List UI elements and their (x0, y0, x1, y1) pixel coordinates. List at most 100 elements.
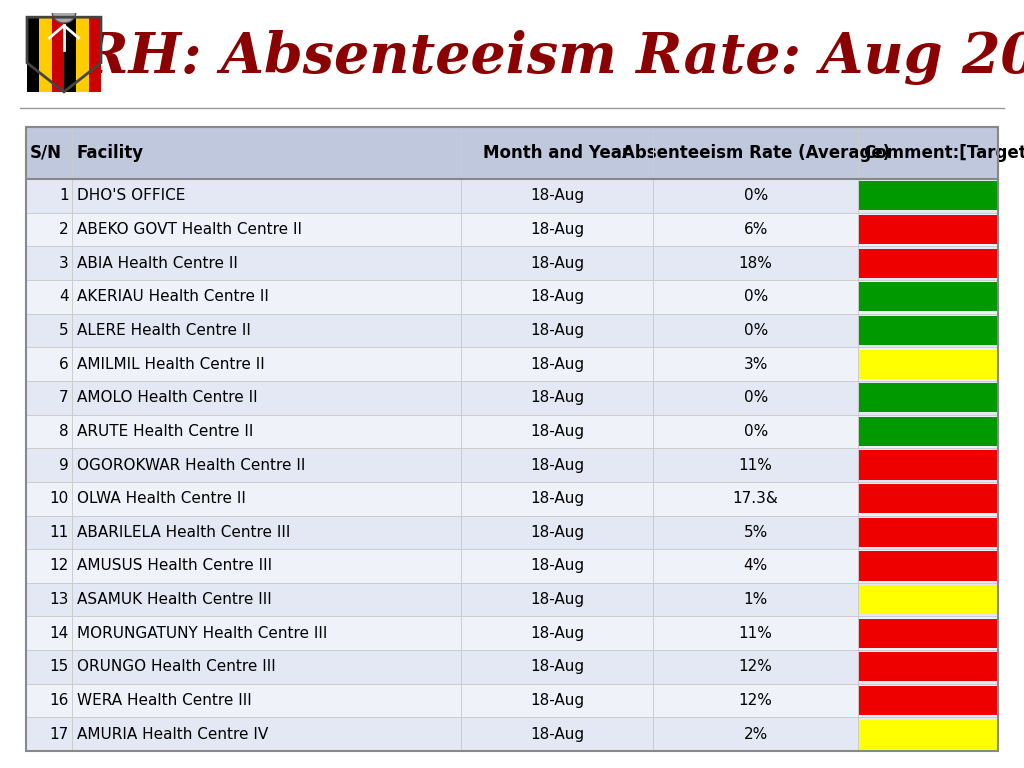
Bar (858, 653, 998, 681)
Bar (858, 249, 998, 277)
Text: 16: 16 (49, 693, 69, 708)
Text: 2: 2 (59, 222, 69, 237)
Text: OLWA Health Centre II: OLWA Health Centre II (77, 492, 246, 506)
Bar (26, 127, 998, 751)
Text: Facility: Facility (77, 144, 144, 162)
Bar (63, 17, 77, 92)
Text: 18-Aug: 18-Aug (530, 558, 584, 574)
Text: Month and Year: Month and Year (483, 144, 631, 162)
Bar (26, 179, 998, 213)
Text: 0%: 0% (743, 323, 768, 338)
Text: 18-Aug: 18-Aug (530, 458, 584, 472)
Bar (858, 316, 998, 345)
Bar (26, 213, 998, 247)
Bar (858, 720, 998, 749)
Text: AMUSUS Health Centre III: AMUSUS Health Centre III (77, 558, 272, 574)
Text: MORUNGATUNY Health Centre III: MORUNGATUNY Health Centre III (77, 626, 328, 641)
Text: DHO'S OFFICE: DHO'S OFFICE (77, 188, 185, 204)
Text: 1%: 1% (743, 592, 768, 607)
Bar (858, 619, 998, 648)
Bar (26, 381, 998, 415)
Text: 14: 14 (49, 626, 69, 641)
Bar (858, 417, 998, 446)
Text: 18-Aug: 18-Aug (530, 222, 584, 237)
Text: 18-Aug: 18-Aug (530, 424, 584, 439)
Text: 18-Aug: 18-Aug (530, 323, 584, 338)
Text: ALERE Health Centre II: ALERE Health Centre II (77, 323, 251, 338)
Text: ORUNGO Health Centre III: ORUNGO Health Centre III (77, 660, 275, 674)
Bar (26, 280, 998, 313)
Bar (26, 684, 998, 717)
Text: ASAMUK Health Centre III: ASAMUK Health Centre III (77, 592, 271, 607)
Bar (26, 549, 998, 583)
Text: 6%: 6% (743, 222, 768, 237)
Bar (26, 449, 998, 482)
Text: 18-Aug: 18-Aug (530, 727, 584, 742)
Bar (26, 313, 998, 347)
Text: 18-Aug: 18-Aug (530, 592, 584, 607)
Bar (26, 247, 998, 280)
Text: ABEKO GOVT Health Centre II: ABEKO GOVT Health Centre II (77, 222, 302, 237)
Text: Comment:[Target-0%]: Comment:[Target-0%] (863, 144, 1024, 162)
Bar (77, 17, 89, 92)
Text: 6: 6 (58, 356, 69, 372)
Text: 18-Aug: 18-Aug (530, 693, 584, 708)
Text: 0%: 0% (743, 188, 768, 204)
Text: 2%: 2% (743, 727, 768, 742)
Text: 5%: 5% (743, 525, 768, 540)
Text: 18-Aug: 18-Aug (530, 356, 584, 372)
Text: 18-Aug: 18-Aug (530, 290, 584, 304)
Text: 10: 10 (49, 492, 69, 506)
Text: 7: 7 (59, 390, 69, 406)
Text: 18-Aug: 18-Aug (530, 525, 584, 540)
Bar (858, 518, 998, 547)
Bar (26, 583, 998, 617)
Bar (39, 17, 51, 92)
Text: 12%: 12% (738, 693, 773, 708)
Text: AMILMIL Health Centre II: AMILMIL Health Centre II (77, 356, 264, 372)
Text: 13: 13 (49, 592, 69, 607)
Bar (858, 349, 998, 379)
Text: 11%: 11% (738, 626, 773, 641)
Text: 4%: 4% (743, 558, 768, 574)
Text: 5: 5 (59, 323, 69, 338)
Bar (26, 347, 998, 381)
Bar (858, 551, 998, 581)
Bar (26, 127, 998, 179)
Text: AMURIA Health Centre IV: AMURIA Health Centre IV (77, 727, 268, 742)
Text: 17.3&: 17.3& (733, 492, 778, 506)
Text: 3%: 3% (743, 356, 768, 372)
Bar (858, 484, 998, 513)
Text: 0%: 0% (743, 424, 768, 439)
Text: 18-Aug: 18-Aug (530, 256, 584, 270)
Text: 12: 12 (49, 558, 69, 574)
Circle shape (52, 3, 76, 23)
Bar (26, 717, 998, 751)
Text: 12%: 12% (738, 660, 773, 674)
Bar (858, 585, 998, 614)
Bar (26, 482, 998, 515)
Text: 11%: 11% (738, 458, 773, 472)
Text: 18%: 18% (738, 256, 773, 270)
Text: 4: 4 (59, 290, 69, 304)
Text: WERA Health Centre III: WERA Health Centre III (77, 693, 252, 708)
Text: 11: 11 (49, 525, 69, 540)
Text: AKERIAU Health Centre II: AKERIAU Health Centre II (77, 290, 268, 304)
Text: ARUTE Health Centre II: ARUTE Health Centre II (77, 424, 253, 439)
Bar (51, 17, 63, 92)
Text: 0%: 0% (743, 390, 768, 406)
Text: 9: 9 (58, 458, 69, 472)
Bar (27, 17, 39, 92)
Text: AMOLO Health Centre II: AMOLO Health Centre II (77, 390, 257, 406)
Bar (858, 181, 998, 210)
Bar (26, 650, 998, 684)
Text: Absenteeism Rate (Average): Absenteeism Rate (Average) (622, 144, 890, 162)
Text: 8: 8 (59, 424, 69, 439)
Bar (26, 515, 998, 549)
Text: 15: 15 (49, 660, 69, 674)
Text: 18-Aug: 18-Aug (530, 390, 584, 406)
Bar (858, 451, 998, 479)
Text: S/N: S/N (30, 144, 61, 162)
Text: ABIA Health Centre II: ABIA Health Centre II (77, 256, 238, 270)
Bar (858, 686, 998, 715)
